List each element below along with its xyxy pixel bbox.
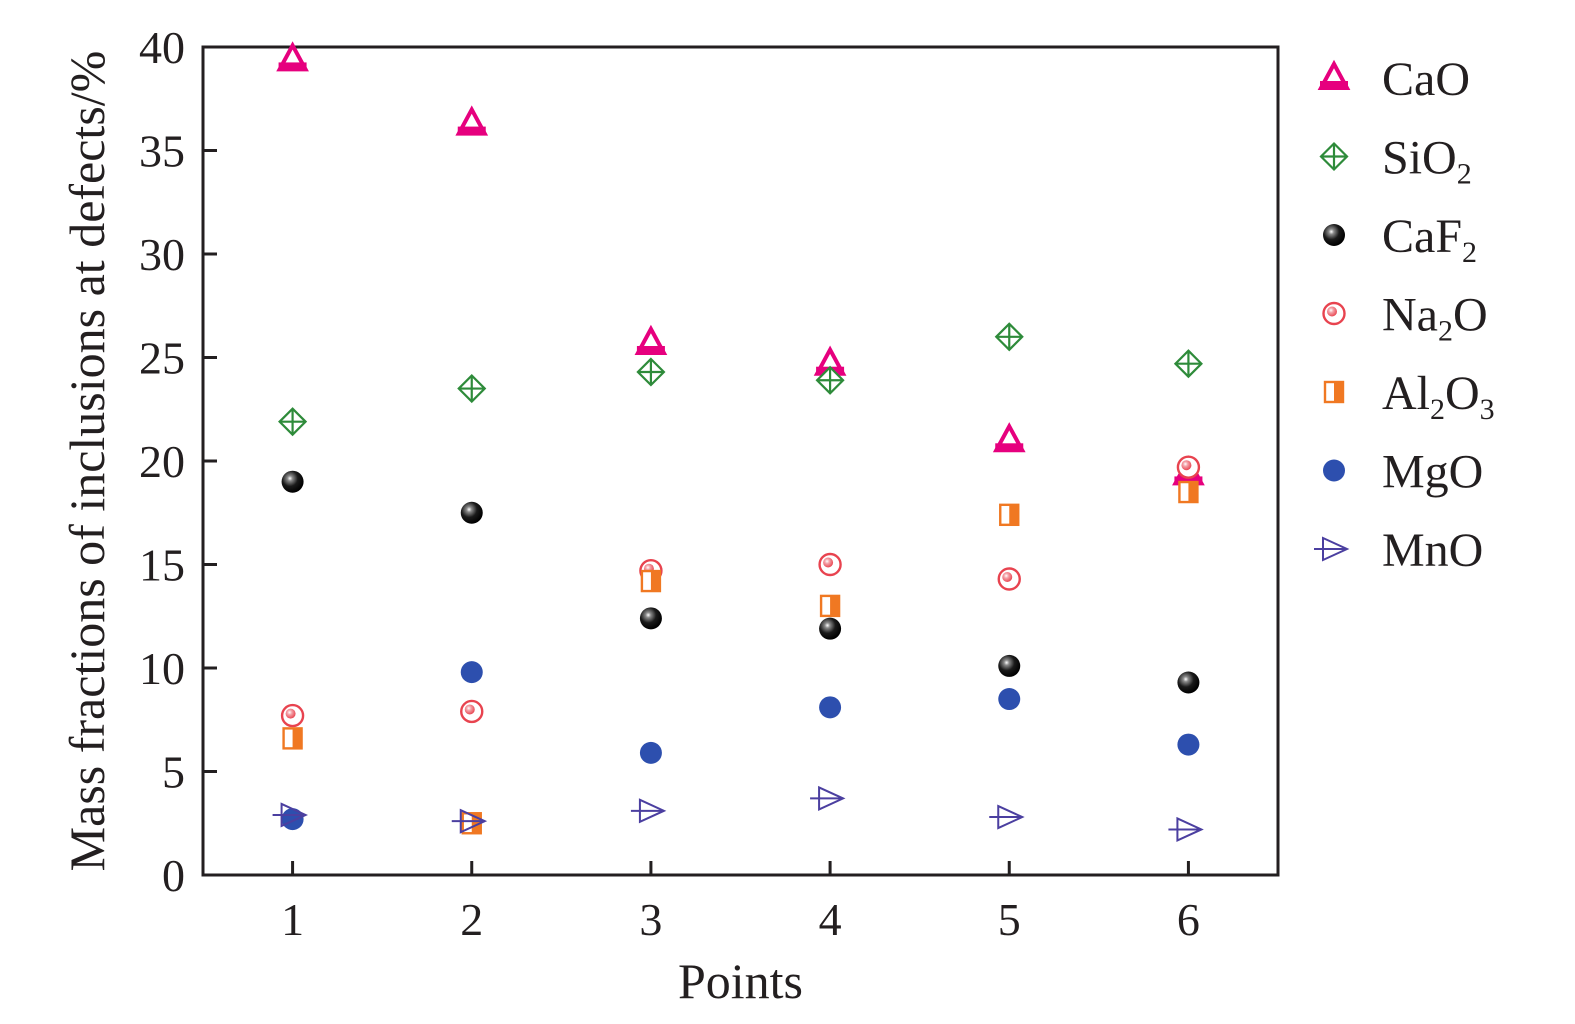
point-caf2 xyxy=(281,470,304,493)
x-tick-label: 4 xyxy=(819,894,842,945)
point-al2o3 xyxy=(999,503,1020,527)
x-tick-label: 2 xyxy=(460,894,483,945)
point-cao xyxy=(992,422,1026,453)
point-sio2 xyxy=(278,407,308,437)
legend-entry-caf2: CaF2 xyxy=(1323,210,1477,269)
series-cao xyxy=(276,41,1205,486)
point-al2o3 xyxy=(819,594,841,618)
point-mgo xyxy=(1177,733,1200,756)
y-tick-label: 30 xyxy=(139,229,185,280)
point-cao xyxy=(276,41,309,72)
point-mgo xyxy=(281,808,304,831)
legend-marker xyxy=(1314,536,1350,562)
series-na2o xyxy=(280,455,1201,728)
legend-marker xyxy=(1323,380,1345,404)
series-mno xyxy=(272,785,1204,843)
y-tick-label: 40 xyxy=(139,22,185,73)
legend-entry-cao: CaO xyxy=(1317,53,1470,106)
legend-entry-mno: MnO xyxy=(1314,524,1483,577)
point-al2o3 xyxy=(282,727,303,750)
y-tick-label: 35 xyxy=(139,126,185,177)
point-cao xyxy=(634,324,668,356)
point-caf2 xyxy=(998,654,1021,677)
point-mno xyxy=(451,808,488,834)
point-caf2 xyxy=(1177,671,1200,694)
legend-marker xyxy=(1323,224,1345,246)
plot-axes xyxy=(201,45,1280,877)
legend-marker xyxy=(1319,141,1349,172)
point-caf2 xyxy=(639,607,662,630)
legend-label: CaF2 xyxy=(1382,210,1477,269)
legend-marker xyxy=(1322,301,1346,326)
point-sio2 xyxy=(636,357,666,387)
point-al2o3 xyxy=(640,569,662,593)
legend-marker xyxy=(1323,459,1345,482)
point-sio2 xyxy=(1173,349,1203,379)
point-na2o xyxy=(818,552,842,577)
point-mgo xyxy=(460,661,483,684)
legend-label: CaO xyxy=(1382,53,1470,106)
legend-entry-al2o3: Al2O3 xyxy=(1323,367,1495,426)
legend-entry-sio2: SiO2 xyxy=(1319,132,1472,191)
point-mno xyxy=(810,785,846,811)
point-mgo xyxy=(639,741,662,764)
legend-entry-mgo: MgO xyxy=(1323,446,1483,499)
point-sio2 xyxy=(994,322,1024,352)
point-na2o xyxy=(1176,455,1201,479)
series-caf2 xyxy=(281,470,1200,694)
legend-label: Al2O3 xyxy=(1382,367,1495,426)
point-na2o xyxy=(460,699,484,724)
point-na2o xyxy=(280,703,305,728)
legend-label: MnO xyxy=(1382,524,1483,577)
point-mno xyxy=(1168,816,1204,843)
y-tick-label: 10 xyxy=(139,643,185,694)
legend: CaO SiO2 CaF2 Na2O Al2O3 MgO MnO xyxy=(1314,53,1495,577)
point-sio2 xyxy=(815,365,845,395)
y-tick-label: 25 xyxy=(139,333,185,384)
y-axis-title: Mass fractions of inclusions at defects/… xyxy=(59,51,115,872)
y-tick-label: 20 xyxy=(139,436,185,487)
legend-label: MgO xyxy=(1382,446,1483,499)
series-mgo xyxy=(281,661,1200,831)
x-axis-title: Points xyxy=(678,953,803,1009)
legend-label: Na2O xyxy=(1382,289,1488,348)
axis-ticks: 0 5 10 15 20 25 30 35 40 1 2 3 4 5 6 xyxy=(139,22,1200,945)
x-tick-label: 6 xyxy=(1177,894,1200,945)
x-tick-label: 5 xyxy=(998,894,1021,945)
y-tick-label: 15 xyxy=(139,540,185,591)
series-sio2 xyxy=(278,322,1203,437)
x-tick-label: 1 xyxy=(281,894,304,945)
legend-label: SiO2 xyxy=(1382,132,1472,191)
point-mno xyxy=(630,798,667,824)
point-caf2 xyxy=(819,617,842,640)
y-tick-label: 0 xyxy=(162,850,185,901)
point-na2o xyxy=(997,567,1021,591)
x-tick-label: 3 xyxy=(639,894,662,945)
point-mno xyxy=(989,804,1025,830)
point-sio2 xyxy=(457,373,487,404)
series-al2o3 xyxy=(282,480,1199,835)
point-mgo xyxy=(819,696,842,719)
point-mno xyxy=(272,802,308,828)
y-tick-label: 5 xyxy=(162,747,185,798)
point-al2o3 xyxy=(1178,480,1199,504)
plot-frame xyxy=(201,45,1280,877)
legend-entry-na2o: Na2O xyxy=(1322,289,1488,348)
point-mgo xyxy=(998,688,1021,711)
point-cao xyxy=(455,105,489,136)
legend-marker xyxy=(1317,59,1351,90)
point-caf2 xyxy=(460,501,483,524)
data-markers xyxy=(272,41,1205,843)
